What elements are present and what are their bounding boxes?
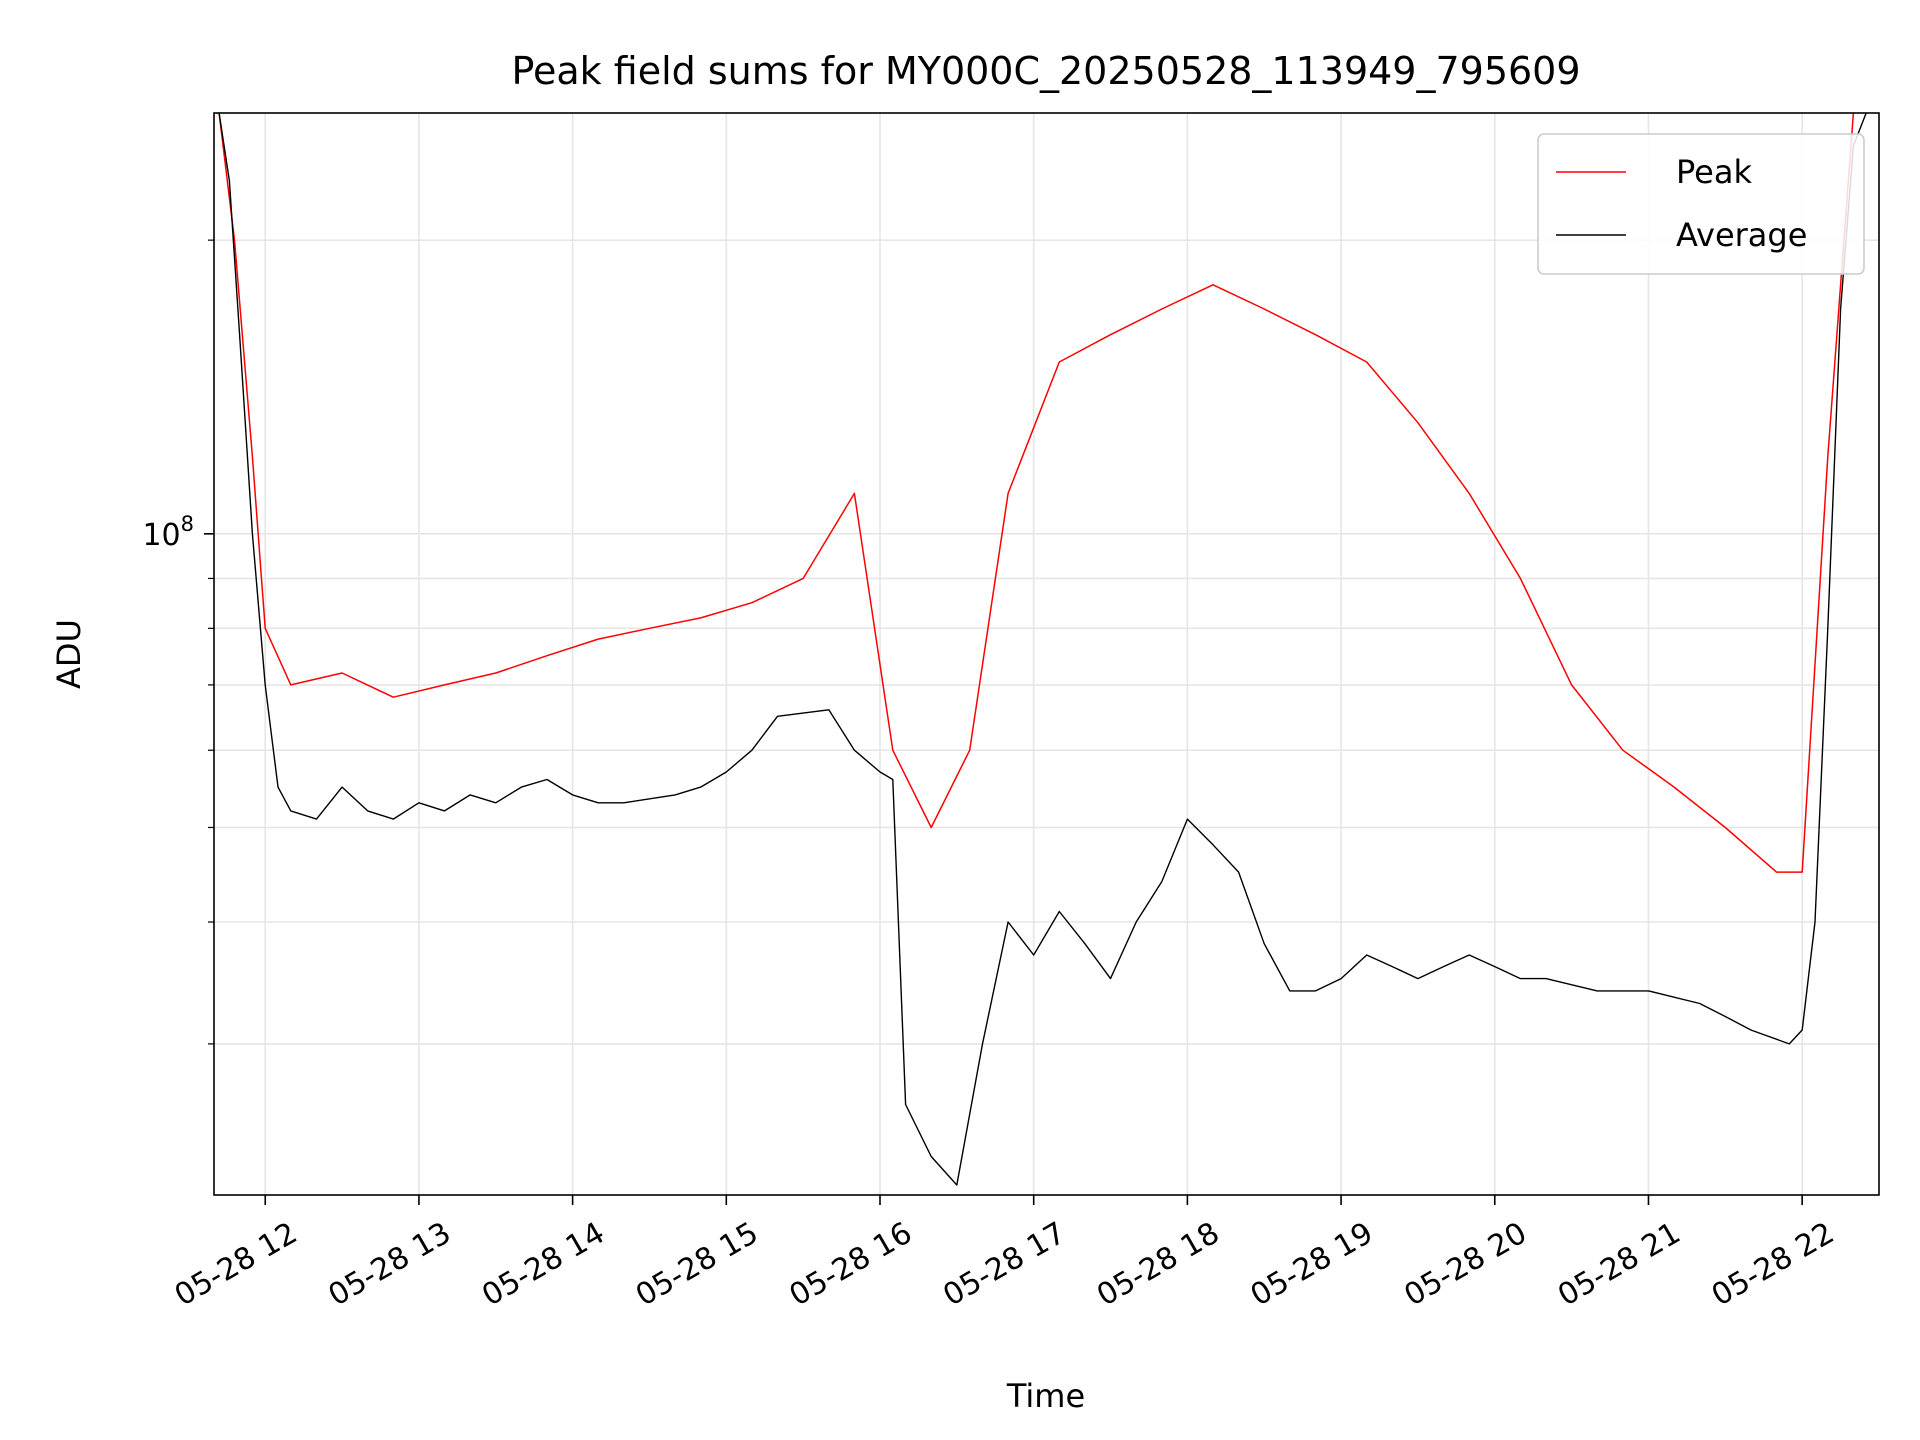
legend-label-peak: Peak	[1676, 153, 1752, 191]
series-layer	[218, 113, 1867, 1186]
legend-box	[1537, 133, 1865, 275]
y-axis-label: ADU	[50, 619, 88, 689]
legend-label-average: Average	[1676, 216, 1807, 254]
y-tick-label: 108	[142, 512, 194, 553]
x-axis-label: Time	[1006, 1377, 1085, 1415]
plot-frame	[213, 112, 1880, 1196]
chart-title: Peak field sums for MY000C_20250528_1139…	[511, 49, 1580, 93]
series-line-peak	[218, 113, 1855, 873]
series-line-average	[218, 113, 1867, 1186]
legend: Peak Average	[1537, 133, 1865, 275]
